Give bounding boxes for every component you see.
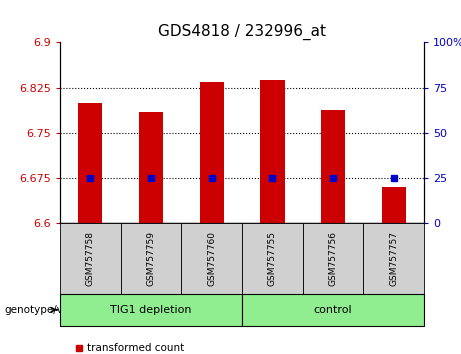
- Bar: [200, 81, 224, 223]
- Text: GSM757756: GSM757756: [329, 231, 337, 286]
- Text: GSM757755: GSM757755: [268, 231, 277, 286]
- Text: control: control: [314, 305, 352, 315]
- Bar: [321, 110, 345, 223]
- FancyBboxPatch shape: [121, 223, 181, 294]
- Legend: transformed count, percentile rank within the sample: transformed count, percentile rank withi…: [74, 343, 263, 354]
- Text: GSM757758: GSM757758: [86, 231, 95, 286]
- Title: GDS4818 / 232996_at: GDS4818 / 232996_at: [158, 23, 326, 40]
- Text: GSM757760: GSM757760: [207, 231, 216, 286]
- FancyBboxPatch shape: [363, 223, 424, 294]
- Bar: [260, 80, 284, 223]
- Bar: [382, 187, 406, 223]
- FancyBboxPatch shape: [60, 223, 121, 294]
- FancyBboxPatch shape: [181, 223, 242, 294]
- Text: GSM757757: GSM757757: [389, 231, 398, 286]
- FancyBboxPatch shape: [242, 223, 303, 294]
- FancyBboxPatch shape: [60, 294, 242, 326]
- Text: TIG1 depletion: TIG1 depletion: [110, 305, 192, 315]
- Text: GSM757759: GSM757759: [147, 231, 155, 286]
- Text: genotype/variation: genotype/variation: [5, 305, 104, 315]
- FancyBboxPatch shape: [242, 294, 424, 326]
- Bar: [78, 103, 102, 223]
- Bar: [139, 112, 163, 223]
- FancyBboxPatch shape: [303, 223, 363, 294]
